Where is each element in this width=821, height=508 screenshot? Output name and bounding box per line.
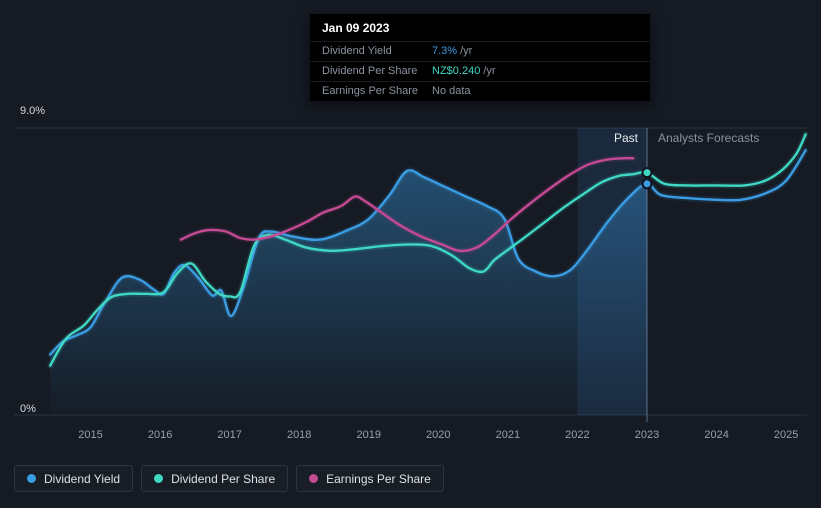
forecast-region-label: Analysts Forecasts <box>658 131 760 145</box>
tooltip-value: NZ$0.240 <box>432 65 481 77</box>
legend-item-dividend-yield[interactable]: Dividend Yield <box>14 465 134 492</box>
dividend-per-share-dot-icon <box>154 474 164 483</box>
legend: Dividend Yield Dividend Per Share Earnin… <box>14 465 444 492</box>
legend-label: Earnings Per Share <box>326 471 431 486</box>
tooltip-row: Dividend Per Share NZ$0.240 /yr <box>310 61 650 81</box>
legend-item-earnings-per-share[interactable]: Earnings Per Share <box>296 465 444 492</box>
tooltip-row: Earnings Per Share No data <box>310 81 650 101</box>
dividend-yield-dot-icon <box>27 474 36 483</box>
tooltip-label: Dividend Yield <box>322 45 392 57</box>
tooltip-suffix: /yr <box>460 45 473 57</box>
x-tick-label: 2025 <box>773 429 799 441</box>
x-tick-label: 2018 <box>286 429 312 441</box>
legend-item-dividend-per-share[interactable]: Dividend Per Share <box>141 465 289 492</box>
y-axis-label-zero: 0% <box>20 403 36 415</box>
x-tick-label: 2024 <box>704 429 729 441</box>
legend-label: Dividend Yield <box>44 471 121 486</box>
x-tick-label: 2016 <box>147 429 173 441</box>
tooltip-value: 7.3% <box>432 45 458 57</box>
earnings-per-share-dot-icon <box>309 474 319 483</box>
tooltip-value: No data <box>432 85 471 97</box>
tooltip-label: Dividend Per Share <box>322 65 418 77</box>
x-tick-label: 2019 <box>356 429 382 441</box>
x-axis: 2015 2016 2017 2018 2019 2020 2021 2022 2023 2024… <box>0 429 821 445</box>
legend-label: Dividend Per Share <box>171 471 276 486</box>
chart-tooltip: Jan 09 2023 Dividend Yield 7.3% /yr Divi… <box>310 14 650 101</box>
tooltip-date: Jan 09 2023 <box>322 21 390 35</box>
x-tick-label: 2022 <box>565 429 590 441</box>
x-tick-label: 2021 <box>495 429 521 441</box>
x-tick-label: 2023 <box>634 429 660 441</box>
x-tick-label: 2015 <box>78 429 103 441</box>
x-tick-label: 2020 <box>426 429 451 441</box>
y-axis-label-max: 9.0% <box>20 105 46 117</box>
tooltip-label: Earnings Per Share <box>322 85 418 97</box>
tooltip-row: Dividend Yield 7.3% /yr <box>310 41 650 61</box>
x-tick-label: 2017 <box>217 429 242 441</box>
past-region-label: Past <box>613 131 638 145</box>
tooltip-suffix: /yr <box>483 65 496 77</box>
